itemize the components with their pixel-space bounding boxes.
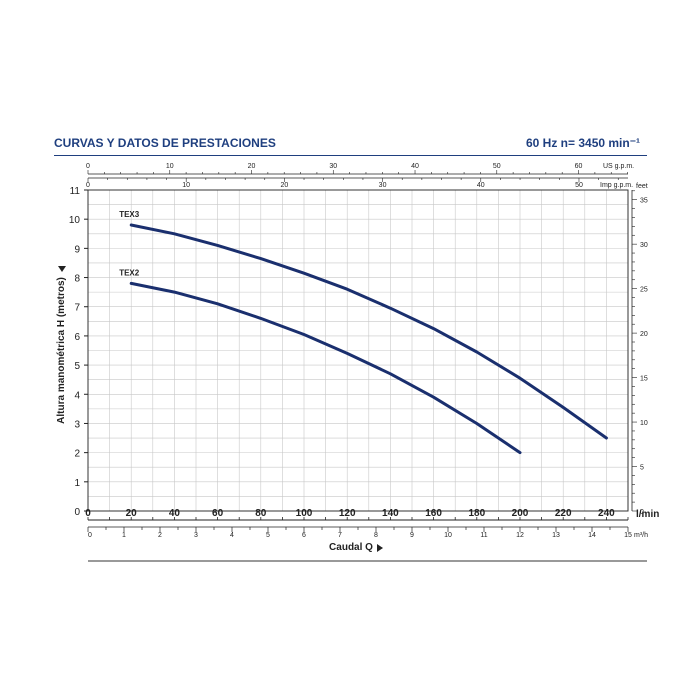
m3h-tick-label: 8 — [374, 532, 378, 539]
x-tick-label: 180 — [468, 508, 485, 519]
chart-title: CURVAS Y DATOS DE PRESTACIONES — [54, 136, 276, 150]
y-tick-label: 7 — [74, 303, 80, 314]
x-tick-label: 120 — [339, 508, 356, 519]
m3h-tick-label: 4 — [230, 532, 234, 539]
imp-gpm-tick-label: 40 — [477, 182, 485, 189]
x-tick-label: 240 — [598, 508, 615, 519]
m3h-tick-label: 3 — [194, 532, 198, 539]
feet-tick-label: 0 — [640, 509, 644, 516]
y-tick-label: 3 — [74, 419, 80, 430]
m3h-tick-label: 7 — [338, 532, 342, 539]
m3h-tick-label: 2 — [158, 532, 162, 539]
y-tick-label: 10 — [69, 215, 81, 226]
imp-gpm-unit-label: Imp g.p.m. — [600, 182, 633, 189]
us-gpm-tick-label: 20 — [248, 163, 256, 170]
y-axis-label: Altura manométrica H (metros) — [56, 277, 67, 424]
m3h-tick-label: 10 — [444, 532, 452, 539]
y-tick-label: 11 — [70, 186, 81, 197]
y-tick-label: 0 — [74, 507, 80, 518]
feet-tick-label: 20 — [640, 331, 648, 338]
x-axis-arrow-icon — [377, 544, 383, 552]
y-tick-label: 9 — [74, 244, 80, 255]
x-tick-label: 40 — [169, 508, 181, 519]
m3h-unit-label: m³/h — [634, 532, 648, 539]
y-tick-label: 2 — [74, 449, 80, 460]
m3h-tick-label: 5 — [266, 532, 270, 539]
feet-tick-label: 5 — [640, 465, 644, 472]
imp-gpm-tick-label: 10 — [182, 182, 190, 189]
m3h-tick-label: 1 — [122, 532, 126, 539]
imp-gpm-tick-label: 30 — [379, 182, 387, 189]
y-tick-label: 5 — [74, 361, 80, 372]
feet-tick-label: 30 — [640, 242, 648, 249]
x-tick-label: 20 — [126, 508, 138, 519]
y-axis-arrow-icon — [58, 266, 66, 272]
x-tick-label: 220 — [555, 508, 572, 519]
x-tick-label: 100 — [296, 508, 313, 519]
m3h-tick-label: 0 — [88, 532, 92, 539]
m3h-tick-label: 15 — [624, 532, 632, 539]
us-gpm-tick-label: 0 — [86, 163, 90, 170]
us-gpm-unit-label: US g.p.m. — [603, 163, 634, 170]
m3h-tick-label: 11 — [480, 532, 487, 539]
x-tick-label: 80 — [255, 508, 267, 519]
m3h-tick-label: 13 — [552, 532, 560, 539]
feet-tick-label: 25 — [640, 287, 648, 294]
x-axis-label: Caudal Q — [329, 542, 373, 553]
x-tick-label: 140 — [382, 508, 399, 519]
m3h-tick-label: 14 — [588, 532, 596, 539]
x-tick-label: 160 — [425, 508, 442, 519]
feet-tick-label: 15 — [640, 376, 648, 383]
header-divider — [54, 155, 647, 156]
us-gpm-tick-label: 10 — [166, 163, 174, 170]
us-gpm-tick-label: 40 — [411, 163, 419, 170]
x-tick-label: 60 — [212, 508, 224, 519]
series-label-tex3: TEX3 — [119, 210, 140, 219]
x-unit-label: l/min — [636, 509, 659, 520]
us-gpm-tick-label: 50 — [493, 163, 501, 170]
m3h-tick-label: 12 — [516, 532, 524, 539]
imp-gpm-tick-label: 0 — [86, 182, 90, 189]
imp-gpm-tick-label: 20 — [280, 182, 288, 189]
series-label-tex2: TEX2 — [119, 268, 140, 277]
chart-subtitle: 60 Hz n= 3450 min⁻¹ — [526, 136, 641, 150]
x-tick-label: 0 — [85, 508, 91, 519]
y-tick-label: 8 — [74, 274, 80, 285]
x-tick-label: 200 — [512, 508, 529, 519]
imp-gpm-tick-label: 50 — [575, 182, 583, 189]
series-line-tex2 — [129, 281, 522, 455]
y-tick-label: 1 — [74, 478, 80, 489]
m3h-tick-label: 9 — [410, 532, 414, 539]
m3h-tick-label: 6 — [302, 532, 306, 539]
series-line-tex3 — [129, 223, 608, 440]
feet-tick-label: 35 — [640, 198, 648, 205]
y-tick-label: 4 — [74, 390, 80, 401]
plot-frame — [87, 189, 629, 512]
feet-tick-label: 10 — [640, 420, 648, 427]
us-gpm-tick-label: 30 — [329, 163, 337, 170]
us-gpm-tick-label: 60 — [575, 163, 583, 170]
y-tick-label: 6 — [74, 332, 80, 343]
feet-unit-label: feet — [636, 183, 648, 190]
